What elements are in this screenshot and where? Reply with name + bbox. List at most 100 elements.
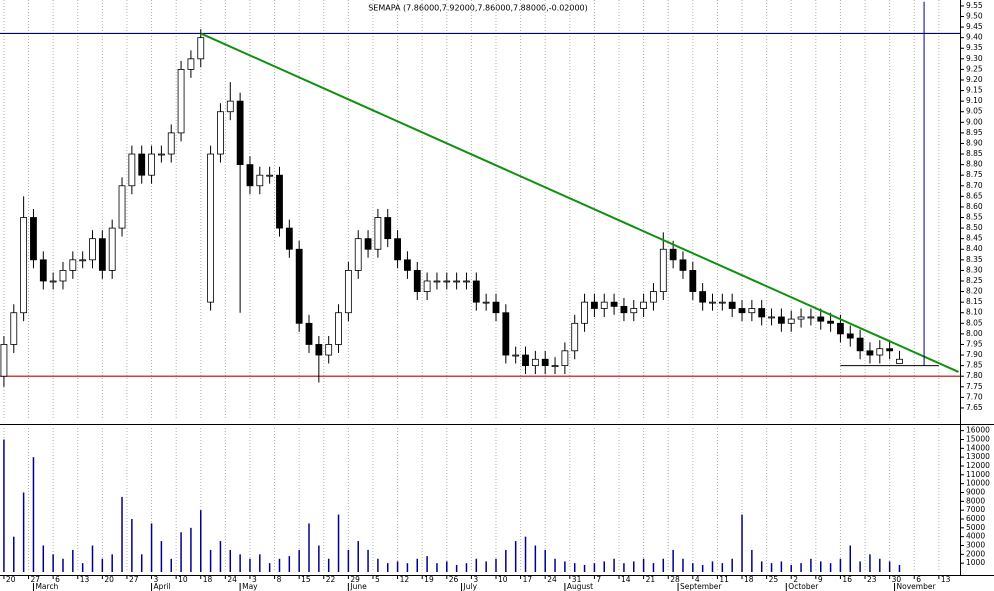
candle-body [699, 291, 707, 303]
x-tick-label: 4 [695, 575, 700, 584]
y-tick-label: 9.25 [966, 64, 983, 73]
y-tick-label: 8.80 [966, 160, 983, 169]
candle-body [246, 164, 254, 187]
volume-tick-label: 16000 [966, 426, 990, 435]
candle-body [79, 259, 87, 262]
y-tick-label: 8.10 [966, 308, 983, 317]
x-tick-label: 23 [867, 575, 877, 584]
y-tick-label: 8.65 [966, 191, 983, 200]
candle-body [777, 316, 785, 324]
x-tick-label: 10 [178, 575, 188, 584]
candle-body [10, 312, 18, 345]
y-tick-label: 9.10 [966, 96, 983, 105]
candle-body [748, 308, 756, 314]
candle-body [709, 301, 716, 304]
candle-body [20, 217, 28, 314]
x-tick-label: 26 [449, 575, 459, 584]
candle-body [768, 316, 775, 319]
x-tick-label: 12 [400, 575, 410, 584]
x-tick-label: 3 [154, 575, 159, 584]
month-label: September [680, 582, 722, 591]
x-tick-label: 28 [670, 575, 680, 584]
volume-tick-label: 14000 [966, 443, 990, 452]
y-tick-label: 9.35 [966, 43, 983, 52]
x-tick-label: 21 [646, 575, 656, 584]
candle-body [443, 280, 451, 283]
y-tick-label: 8.85 [966, 149, 983, 158]
candle-body [157, 153, 165, 156]
candle-body [630, 308, 638, 314]
x-tick-label: 10 [498, 575, 508, 584]
x-tick-label: 7 [596, 575, 601, 584]
candle-body [807, 316, 815, 319]
candle-body [305, 322, 313, 345]
x-tick-label: 29 [350, 575, 360, 584]
x-tick-label: 25 [769, 575, 779, 584]
candle-body [541, 358, 549, 367]
y-tick-label: 8.20 [966, 287, 983, 296]
candle-body [846, 333, 854, 339]
y-tick-label: 9.20 [966, 75, 983, 84]
candle-body [118, 185, 126, 229]
y-tick-label: 7.90 [966, 350, 983, 359]
candle-body [344, 270, 352, 314]
y-tick-label: 7.65 [966, 403, 983, 412]
month-label: June [349, 582, 367, 591]
candle-body [374, 217, 382, 250]
x-tick-label: 16 [842, 575, 852, 584]
candle-body [39, 259, 47, 282]
y-tick-label: 9.00 [966, 117, 983, 126]
y-tick-label: 9.05 [966, 107, 983, 116]
y-tick-label: 8.75 [966, 170, 983, 179]
y-tick-label: 9.30 [966, 54, 983, 63]
candle-body [876, 348, 884, 356]
y-tick-label: 8.50 [966, 223, 983, 232]
x-tick-label: 18 [203, 575, 213, 584]
candle-body [197, 37, 205, 60]
candle-body [866, 350, 874, 356]
y-tick-label: 8.35 [966, 255, 983, 264]
month-label: May [242, 582, 258, 591]
candle-body [315, 344, 323, 356]
candle-body [217, 111, 224, 155]
candle-body [335, 312, 342, 345]
candle-body [561, 350, 569, 367]
month-label: July [463, 582, 478, 591]
y-tick-label: 8.05 [966, 318, 983, 327]
candle-body [0, 344, 8, 377]
y-tick-label: 8.70 [966, 181, 983, 190]
y-tick-label: 7.85 [966, 361, 983, 370]
y-tick-label: 7.80 [966, 371, 983, 380]
volume-tick-label: 10000 [966, 479, 990, 488]
volume-tick-label: 7000 [966, 505, 985, 514]
candle-body [453, 280, 461, 283]
x-tick-label: 20 [104, 575, 114, 584]
candle-body [207, 153, 214, 303]
candle-body [787, 318, 795, 324]
x-tick-label: 30 [892, 575, 902, 584]
volume-tick-label: 1000 [966, 558, 985, 567]
candle-body [856, 337, 864, 352]
x-tick-label: 22 [326, 575, 336, 584]
y-tick-label: 7.75 [966, 382, 983, 391]
y-tick-label: 8.40 [966, 244, 983, 253]
volume-tick-label: 6000 [966, 514, 985, 523]
x-tick-label: 24 [547, 575, 557, 584]
candle-body [551, 365, 559, 368]
y-tick-label: 8.95 [966, 128, 983, 137]
candle-body [187, 58, 195, 70]
y-tick-label: 8.30 [966, 265, 983, 274]
x-tick-label: 11 [719, 575, 729, 584]
candle-body [837, 322, 844, 335]
candle-body [128, 153, 136, 187]
x-tick-label: 5 [375, 575, 380, 584]
x-tick-label: 17 [523, 575, 533, 584]
y-tick-label: 9.55 [966, 1, 983, 10]
x-tick-label: 3 [473, 575, 478, 584]
x-tick-label: 3 [252, 575, 257, 584]
y-tick-label: 8.60 [966, 202, 983, 211]
candle-body [797, 316, 805, 320]
x-tick-label: 18 [744, 575, 754, 584]
candle-body [59, 270, 67, 282]
